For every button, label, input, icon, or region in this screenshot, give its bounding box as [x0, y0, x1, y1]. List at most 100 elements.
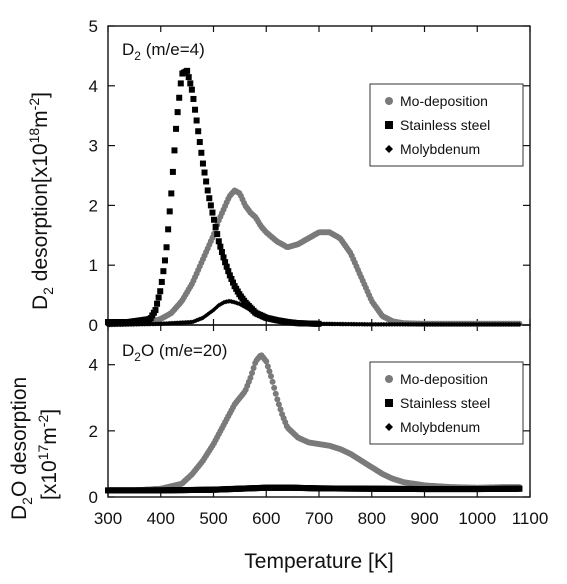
- x-tick-label: 600: [252, 509, 280, 528]
- y-tick-label: 0: [89, 488, 98, 507]
- legend-marker: [385, 423, 393, 431]
- data-point: [158, 278, 165, 285]
- data-point: [264, 363, 271, 370]
- data-point: [204, 187, 211, 194]
- data-point: [185, 74, 192, 81]
- y-tick-label: 4: [89, 356, 98, 375]
- data-point: [218, 249, 225, 256]
- data-point: [230, 279, 237, 286]
- data-point: [165, 226, 172, 233]
- data-point: [188, 86, 195, 93]
- y-tick-label: 4: [89, 77, 98, 96]
- data-point: [198, 149, 205, 156]
- data-point: [193, 117, 200, 124]
- top-axis-ticks: 0 1 2 3 4 5: [89, 17, 531, 335]
- data-point: [215, 238, 222, 245]
- data-point: [168, 190, 175, 197]
- legend-label: Molybdenum: [400, 141, 480, 157]
- data-point: [220, 254, 227, 261]
- x-tick-label: 900: [410, 509, 438, 528]
- data-point: [277, 406, 284, 413]
- data-point: [207, 202, 214, 209]
- data-point: [195, 128, 202, 135]
- y-tick-label: 1: [89, 256, 98, 275]
- legend-label: Molybdenum: [400, 419, 480, 435]
- data-point: [176, 94, 183, 101]
- data-point: [266, 368, 273, 375]
- data-point: [160, 268, 167, 275]
- series-mo-deposition: [105, 187, 523, 327]
- data-point: [177, 80, 184, 87]
- data-point: [187, 80, 194, 87]
- data-point: [206, 310, 212, 316]
- data-point: [192, 106, 199, 113]
- data-point: [225, 268, 232, 275]
- data-point: [205, 311, 211, 317]
- data-point: [216, 302, 222, 308]
- series-molybdenum: [105, 484, 522, 493]
- y-tick-label: 2: [89, 196, 98, 215]
- legend-marker: [385, 399, 393, 407]
- x-tick-label: 800: [358, 509, 386, 528]
- data-point: [251, 309, 256, 315]
- bottom-data-marks: [105, 352, 523, 494]
- data-point: [214, 231, 221, 238]
- y-tick-label: 0: [89, 316, 98, 335]
- data-point: [202, 314, 207, 320]
- top-plot-frame: [107, 25, 531, 326]
- data-point: [199, 160, 206, 167]
- data-point: [190, 95, 197, 102]
- legend-marker: [385, 375, 393, 383]
- bottom-legend: Mo-deposition Stainless steel Molybdenum: [369, 361, 524, 445]
- top-y-axis-label: D2 desorption[x1018m-2]: [26, 92, 56, 310]
- data-point: [210, 308, 215, 314]
- x-tick-label: 300: [94, 509, 122, 528]
- data-point: [263, 358, 270, 365]
- data-point: [269, 378, 276, 385]
- top-data-marks: [105, 67, 523, 328]
- legend-marker: [385, 145, 393, 153]
- data-point: [275, 401, 282, 408]
- data-point: [272, 390, 279, 397]
- x-tick-label: 400: [147, 509, 175, 528]
- top-panel-title: D2 (m/e=4): [122, 40, 205, 63]
- legend-marker: [385, 97, 393, 105]
- data-point: [196, 139, 203, 146]
- data-point: [240, 303, 245, 308]
- data-point: [201, 169, 208, 176]
- data-point: [517, 486, 522, 491]
- data-point: [211, 307, 217, 312]
- data-point: [217, 243, 224, 250]
- x-tick-label: 700: [305, 509, 333, 528]
- data-point: [169, 168, 176, 175]
- series-stainless-steel: [105, 67, 322, 327]
- data-point: [203, 178, 210, 185]
- top-legend: Mo-deposition Stainless steel Molybdenum: [369, 83, 524, 167]
- legend-label: Mo-deposition: [400, 93, 488, 109]
- data-point: [206, 195, 213, 202]
- data-point: [166, 208, 173, 215]
- y-tick-label: 3: [89, 137, 98, 156]
- data-point: [211, 216, 218, 223]
- data-point: [174, 109, 181, 116]
- data-point: [243, 304, 249, 310]
- data-point: [249, 369, 256, 376]
- y-tick-label: 2: [89, 422, 98, 441]
- legend-label: Stainless steel: [400, 395, 490, 411]
- data-point: [271, 384, 278, 391]
- bottom-y-axis-label-line1: D2O desorption: [8, 377, 35, 520]
- legend-label: Stainless steel: [400, 117, 490, 133]
- data-point: [163, 244, 170, 251]
- data-point: [223, 263, 230, 270]
- x-tick-label: 500: [199, 509, 227, 528]
- data-point: [222, 259, 229, 266]
- data-point: [161, 257, 168, 264]
- bottom-axis-ticks: 0 2 4 300 400 500 600 700 800 900 1000 1100: [89, 325, 548, 528]
- data-point: [517, 322, 522, 327]
- data-point: [250, 365, 257, 371]
- data-point: [157, 288, 164, 295]
- data-point: [274, 396, 281, 403]
- series-molybdenum: [105, 298, 522, 328]
- data-point: [267, 373, 274, 380]
